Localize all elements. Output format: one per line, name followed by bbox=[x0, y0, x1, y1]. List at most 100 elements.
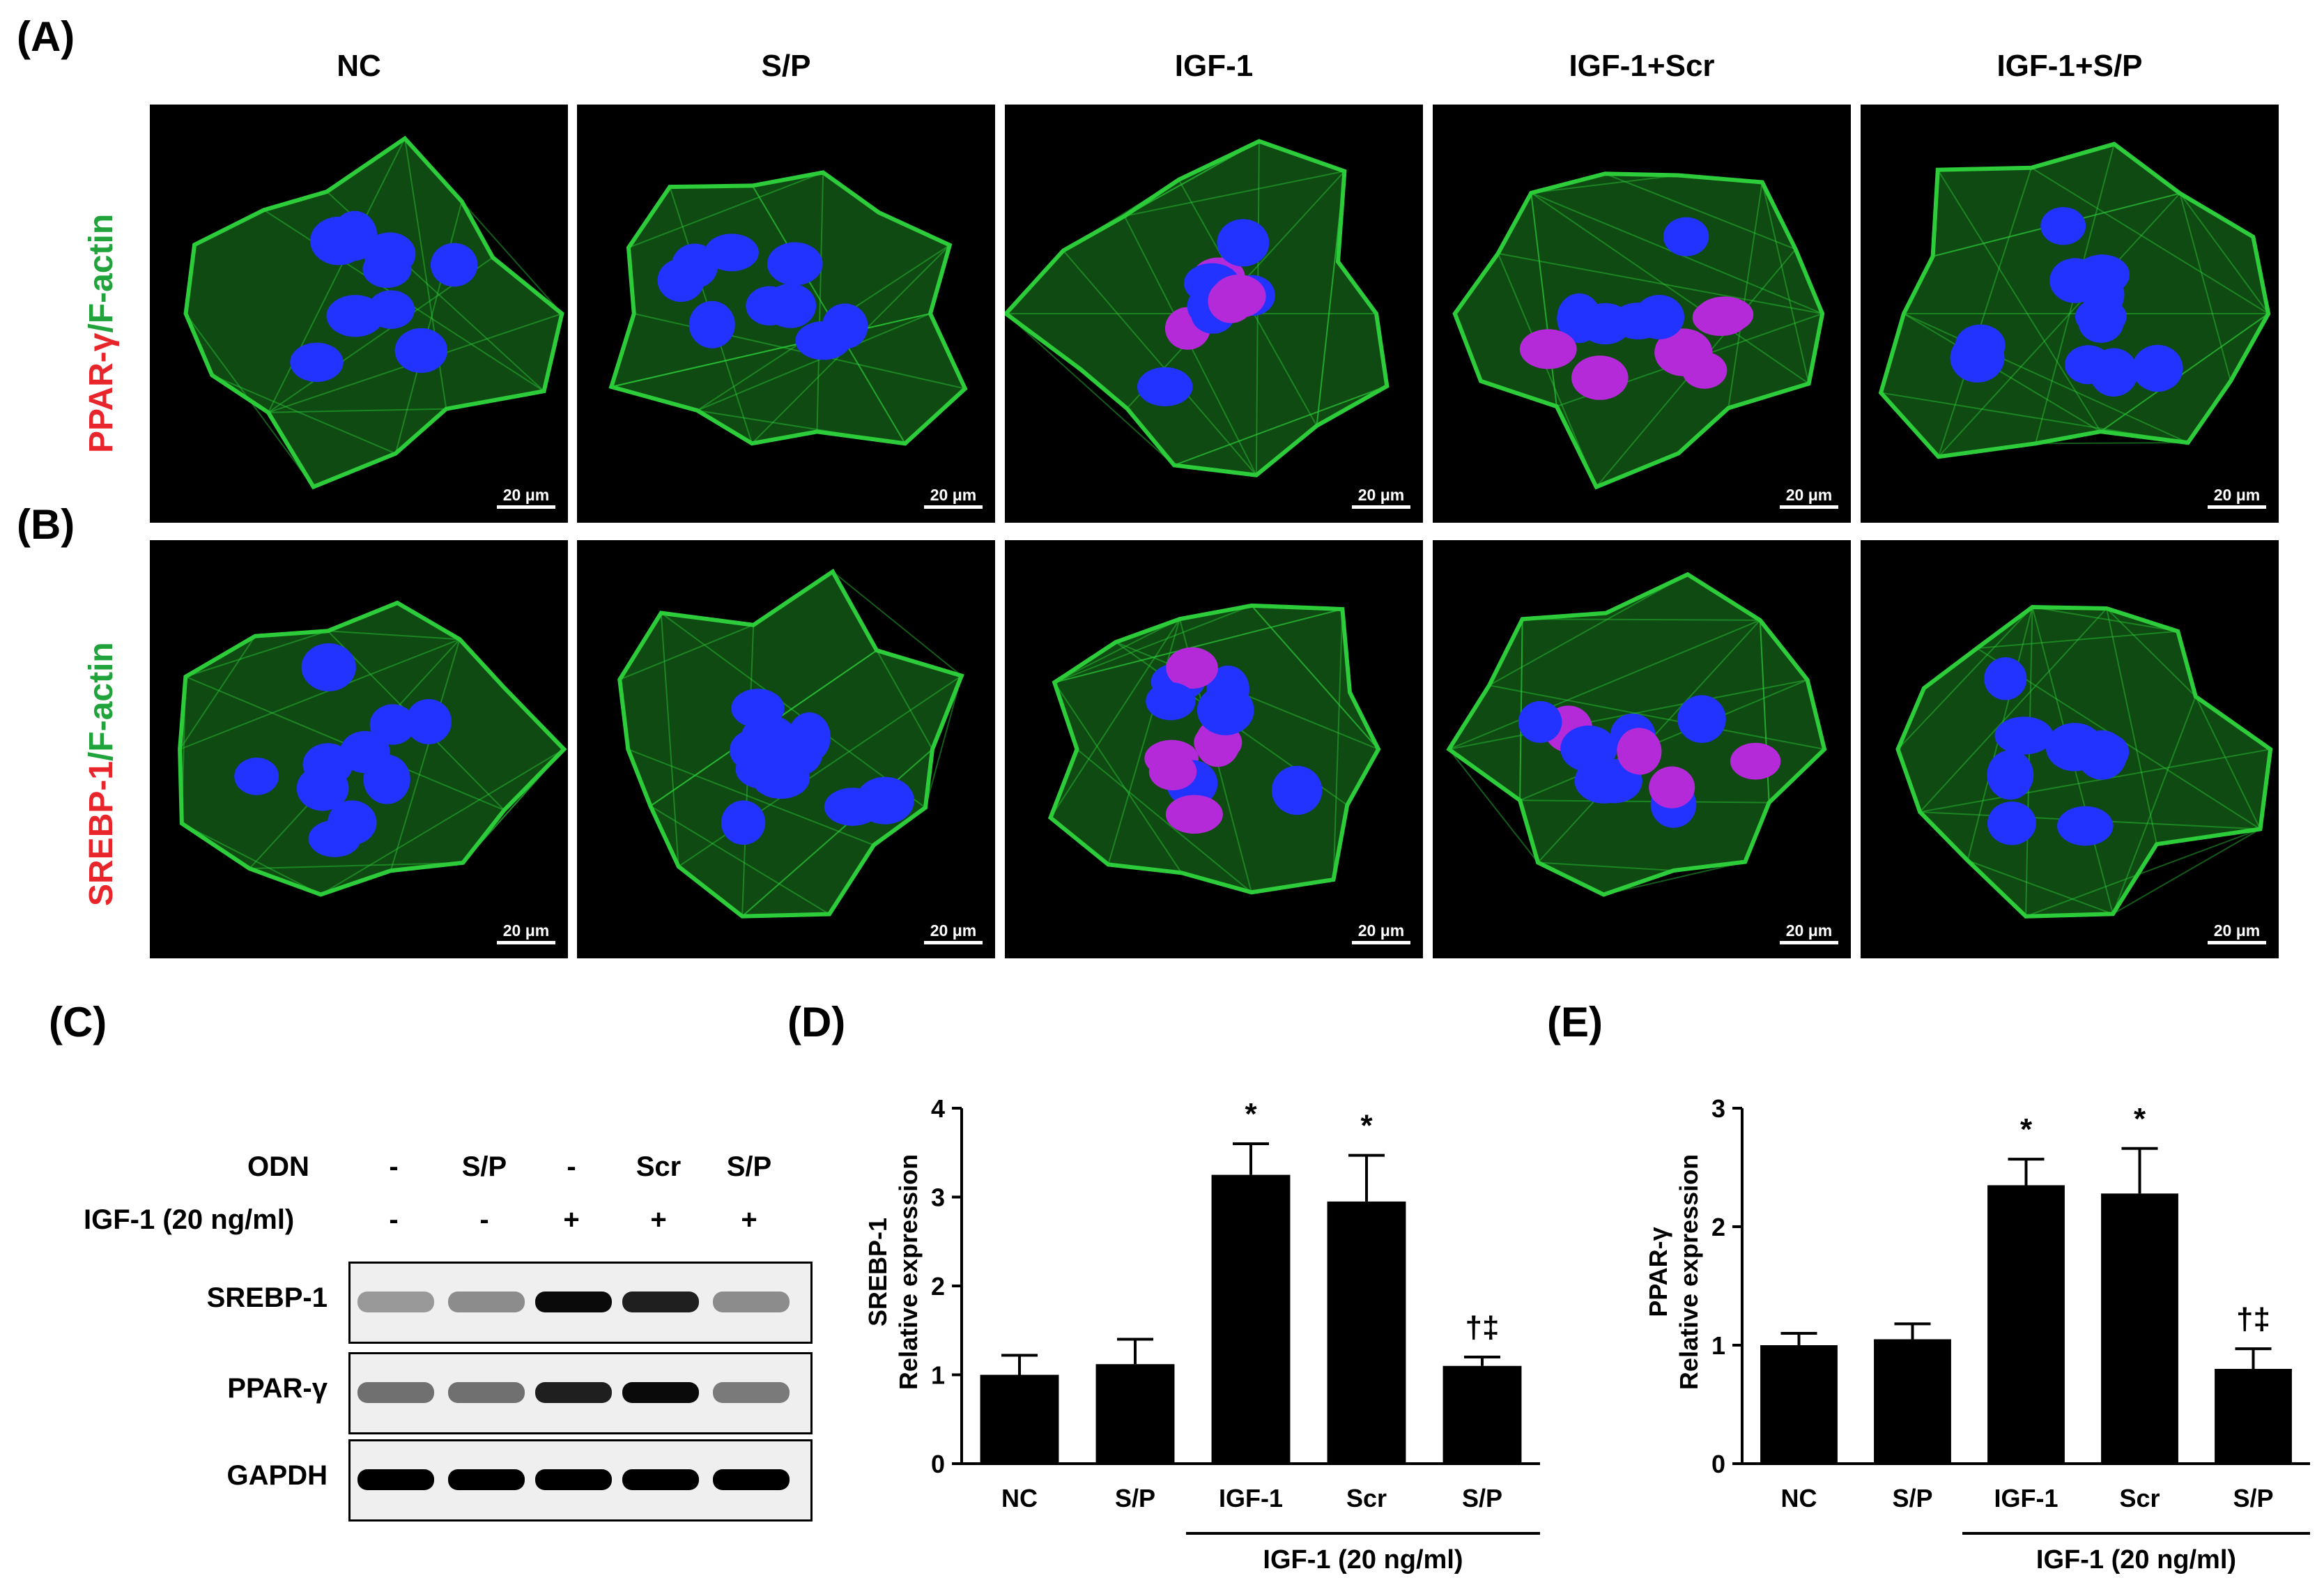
actin-fiber bbox=[1124, 140, 1260, 217]
nucleus bbox=[1166, 647, 1218, 689]
blot-band bbox=[448, 1292, 525, 1312]
actin-fiber bbox=[268, 408, 447, 413]
igf-value: - bbox=[479, 1204, 489, 1235]
significance-mark: * bbox=[1360, 1109, 1373, 1143]
actin-fiber bbox=[462, 809, 505, 864]
cell-cluster-image bbox=[1452, 171, 1825, 490]
y-tick-label: 1 bbox=[931, 1361, 945, 1390]
bar bbox=[1095, 1364, 1175, 1464]
nucleus bbox=[1211, 275, 1266, 319]
significance-mark: * bbox=[2134, 1102, 2146, 1136]
nucleus bbox=[296, 765, 349, 811]
scale-bar-line bbox=[497, 941, 555, 944]
group-label: IGF-1 (20 ng/ml) bbox=[1263, 1545, 1463, 1574]
scale-bar: 20 μm bbox=[2208, 486, 2266, 509]
nucleus bbox=[1571, 355, 1629, 400]
scale-bar-label: 20 μm bbox=[502, 921, 550, 940]
x-tick-label: IGF-1 bbox=[1219, 1484, 1283, 1512]
y-tick-label: 0 bbox=[1711, 1450, 1725, 1478]
blot-band bbox=[357, 1469, 434, 1490]
blot-band bbox=[622, 1382, 699, 1403]
scale-bar-label: 20 μm bbox=[930, 921, 977, 940]
actin-fiber bbox=[1063, 140, 1260, 252]
x-tick-label: S/P bbox=[1115, 1484, 1155, 1512]
scale-bar-line bbox=[924, 505, 983, 509]
panel-label-b: (B) bbox=[17, 501, 75, 548]
actin-fiber bbox=[697, 409, 906, 445]
actin-fiber bbox=[611, 313, 931, 388]
scale-bar-line bbox=[1780, 505, 1838, 509]
x-tick-label: NC bbox=[1781, 1484, 1817, 1512]
column-header-nc: NC bbox=[337, 49, 381, 83]
actin-fiber bbox=[390, 638, 461, 871]
actin-fiber bbox=[461, 201, 563, 314]
blot-band bbox=[448, 1469, 525, 1490]
significance-mark: * bbox=[1245, 1097, 1257, 1131]
actin-fiber bbox=[1115, 618, 1180, 643]
x-tick-label: Scr bbox=[1346, 1484, 1387, 1512]
actin-fiber bbox=[462, 749, 565, 864]
actin-fiber bbox=[1903, 313, 2101, 433]
x-tick-label: S/P bbox=[2233, 1484, 2273, 1512]
nucleus bbox=[2089, 348, 2138, 397]
bar-chart-e: 0 1 2 3 NC S/P IGF-1 * Scr * S/P †‡ IGF-1 (20 ng/ml)… bbox=[1644, 1094, 2310, 1574]
actin-fiber bbox=[627, 749, 875, 846]
nucleus bbox=[795, 321, 852, 360]
nucleus bbox=[1137, 367, 1193, 406]
actin-fiber bbox=[1677, 407, 1729, 454]
nucleus bbox=[1165, 795, 1223, 834]
nucleus bbox=[1663, 217, 1709, 256]
nucleus bbox=[1617, 728, 1661, 774]
significance-mark: * bbox=[2020, 1112, 2033, 1147]
nucleus bbox=[1196, 685, 1254, 735]
actin-fiber bbox=[1054, 682, 1183, 873]
nucleus bbox=[1984, 657, 2027, 700]
y-tick-label: 4 bbox=[931, 1094, 945, 1123]
blot-strip bbox=[348, 1352, 813, 1434]
scale-bar-line bbox=[2208, 505, 2266, 509]
actin-fiber bbox=[2112, 828, 2261, 915]
blot-band bbox=[535, 1469, 612, 1490]
actin-fiber bbox=[1448, 619, 1761, 750]
nucleus bbox=[1987, 802, 2036, 845]
y-tick-label: 3 bbox=[931, 1183, 945, 1212]
actin-fiber bbox=[249, 861, 463, 870]
nucleus bbox=[2049, 258, 2101, 303]
scale-bar: 20 μm bbox=[497, 921, 555, 944]
actin-fiber bbox=[1181, 872, 1252, 894]
odn-value: Scr bbox=[636, 1151, 682, 1182]
actin-fiber bbox=[2230, 313, 2270, 382]
blot-row-label: GAPDH bbox=[226, 1460, 328, 1491]
actin-fiber bbox=[832, 571, 962, 677]
actin-fiber bbox=[185, 630, 328, 677]
actin-fiber bbox=[1178, 140, 1260, 181]
micrograph-a-4: 20 μm bbox=[1433, 105, 1851, 523]
nucleus bbox=[1611, 302, 1665, 339]
bar bbox=[1874, 1339, 1951, 1464]
igf-label: IGF-1 (20 ng/ml) bbox=[84, 1204, 295, 1235]
actin-fiber bbox=[1530, 192, 1557, 407]
row-label-b-red: SREBP-1 bbox=[83, 760, 120, 906]
actin-fiber bbox=[610, 313, 635, 388]
y-tick-label: 2 bbox=[1711, 1213, 1725, 1241]
actin-fiber bbox=[627, 749, 652, 806]
igf-value: + bbox=[741, 1204, 757, 1235]
actin-fiber bbox=[1173, 385, 1387, 466]
x-tick-label: S/P bbox=[1892, 1484, 1932, 1512]
blot-row-label: SREBP-1 bbox=[206, 1282, 328, 1313]
x-tick-label: S/P bbox=[1462, 1484, 1502, 1512]
actin-fiber bbox=[1480, 380, 1557, 408]
actin-fiber bbox=[1076, 749, 1252, 894]
nucleus bbox=[2057, 806, 2114, 846]
actin-fiber bbox=[1967, 859, 2114, 915]
actin-fiber bbox=[2194, 696, 2261, 829]
nucleus bbox=[1950, 333, 2005, 383]
actin-fiber bbox=[2259, 749, 2272, 829]
actin-fiber bbox=[816, 172, 824, 432]
actin-fiber bbox=[661, 612, 926, 809]
blot-band bbox=[357, 1292, 434, 1312]
actin-fiber bbox=[2025, 828, 2261, 917]
actin-fiber bbox=[185, 635, 256, 677]
panel-label-d: (D) bbox=[787, 999, 846, 1045]
actin-fiber bbox=[1519, 619, 1523, 801]
